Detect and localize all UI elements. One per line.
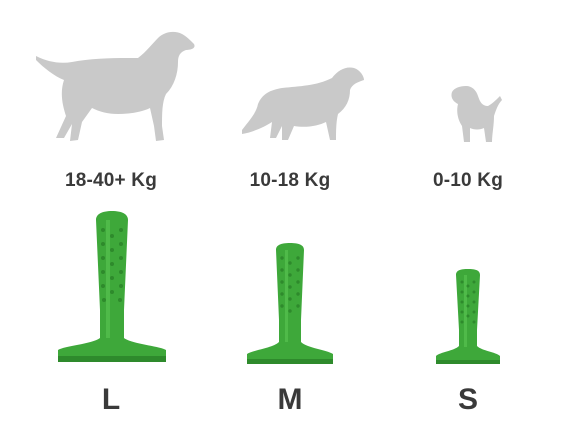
large-toothbrush-toy-image xyxy=(58,211,166,362)
size-column-small: 0-10 Kg S xyxy=(370,0,562,446)
small-toothbrush-toy-image xyxy=(436,269,500,364)
weight-range-label: 10-18 Kg xyxy=(249,170,331,191)
medium-toothbrush-toy-image xyxy=(247,243,333,364)
size-column-medium: 10-18 Kg M xyxy=(192,0,388,446)
size-label: M xyxy=(277,383,303,416)
size-label: S xyxy=(457,383,478,416)
weight-range-label: 0-10 Kg xyxy=(432,170,504,191)
large-dog-icon xyxy=(36,31,195,142)
weight-range-label: 18-40+ Kg xyxy=(64,170,158,191)
small-dog-icon xyxy=(451,86,502,142)
size-label: L xyxy=(101,383,121,416)
size-column-large: 18-40+ Kg L xyxy=(0,0,222,446)
medium-dog-icon xyxy=(242,67,364,140)
